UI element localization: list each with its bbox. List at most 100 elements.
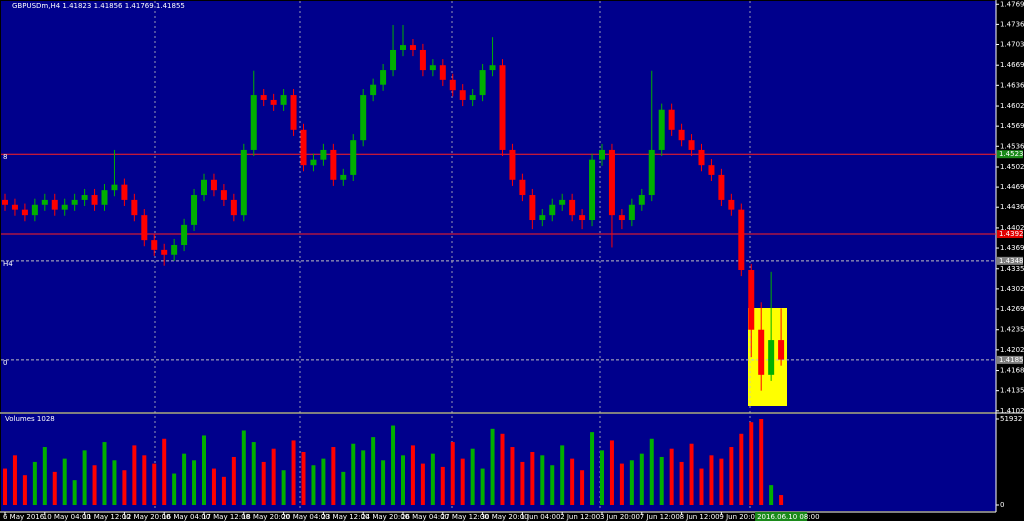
candle-body [569,199,576,216]
x-tick-label: 6 May 2016 [3,513,45,521]
candle-body [201,179,207,196]
candle-body [469,95,476,100]
candle-body [549,204,556,216]
y-tick-label: 1.45020 [1000,163,1024,171]
candle-body [628,204,635,221]
chart-title: GBPUSDm,H4 1.41823 1.41856 1.41769 1.418… [12,2,185,10]
y2-tick-label: 0 [1000,501,1004,509]
candle-body [171,245,178,255]
level-tag: 0 [3,359,7,367]
x-tick-label: 16 May 04:00 [162,513,210,521]
level-label: 1.45230 [999,150,1024,158]
volume-bar [82,450,87,505]
candle-body [51,199,58,210]
volume-bar [162,438,167,505]
candle-body [748,269,755,330]
volume-pane [1,414,996,511]
x-tick-label: 26 May 04:00 [401,513,449,521]
volume-bar [649,438,654,505]
volume-bar [261,461,266,505]
volume-bar [679,461,684,505]
volume-bar [142,455,147,505]
candle-body [330,149,337,180]
volume-bar [132,445,137,505]
candle-body [618,215,625,221]
volume-bar [92,465,97,505]
volume-bar [331,447,336,505]
candle-body [191,195,198,225]
y-tick-label: 1.44020 [1000,224,1024,232]
candle-body [380,70,387,85]
x-tick-label: 18 May 20:00 [242,513,290,521]
y-tick-label: 1.47690 [1000,0,1024,8]
volume-bar [32,461,37,505]
candle-body [559,199,566,205]
volume-bar [152,463,157,505]
x-tick-label: 11 May 12:00 [83,513,131,521]
candle-body [340,174,347,180]
candle-body [310,159,317,166]
volume-bar [500,433,505,505]
y-tick-label: 1.46020 [1000,102,1024,110]
candle-body [698,149,705,166]
candle-body [91,195,98,205]
candle-body [121,184,128,200]
volume-bar [52,471,57,505]
y-tick-label: 1.43020 [1000,285,1024,293]
x-tick-label: 9 Jun 20:00 [719,513,759,521]
x-tick-label: 10 May 04:00 [43,513,91,521]
volume-bar [281,470,286,505]
volume-bar [570,458,575,505]
price-pane [1,1,996,412]
y-tick-label: 1.47030 [1000,40,1024,48]
volume-bar [271,448,276,505]
volume-bar [580,470,585,505]
volume-bar [560,445,565,505]
candle-body [161,249,168,255]
level-label-box [997,355,1023,364]
y-tick-label: 1.44360 [1000,203,1024,211]
volume-bar [401,455,405,505]
volume-bar [410,445,415,505]
y-tick-label: 1.41020 [1000,407,1024,415]
candle-body [230,199,237,216]
volume-bar [629,460,634,505]
candle-body [658,109,665,150]
volume-bar [371,437,376,505]
candle-body [210,179,217,191]
x-tick-label: 1 Jun 04:00 [520,513,560,521]
volume-bar [192,460,197,505]
volume-bar [749,422,754,505]
x-tick-label: 8 Jun 12:00 [680,513,720,521]
y-tick-label: 1.45360 [1000,142,1024,150]
level-label-box [997,150,1023,159]
candle-body [2,199,8,205]
candle-body [181,224,188,246]
x-tick-label: 7 Jun 12:00 [640,513,680,521]
candle-body [778,340,785,360]
candle-body [768,340,775,375]
candle-body [409,45,416,50]
y2-tick-label: 51932 [1000,415,1022,423]
volume-bar [62,458,67,505]
volume-bar [221,476,226,505]
volume-bar [480,468,485,505]
candle-body [390,49,397,71]
candle-body [61,204,68,210]
volume-bar [619,463,624,505]
candle-body [111,184,118,191]
volume-bar [609,440,614,505]
y-tick-label: 1.43690 [1000,244,1024,252]
candle-body [519,179,526,196]
candle-body [360,95,367,141]
volume-bar [520,461,525,505]
x-tick-label: 24 May 20:00 [361,513,409,521]
y-tick-label: 1.42350 [1000,326,1024,334]
x-tick-label: 30 May 20:00 [481,513,529,521]
volume-bar [699,468,704,505]
x-tick-label: 20 May 04:00 [282,513,330,521]
volume-bar [291,440,296,505]
volume-bar [719,458,724,505]
y-tick-label: 1.42690 [1000,305,1024,313]
